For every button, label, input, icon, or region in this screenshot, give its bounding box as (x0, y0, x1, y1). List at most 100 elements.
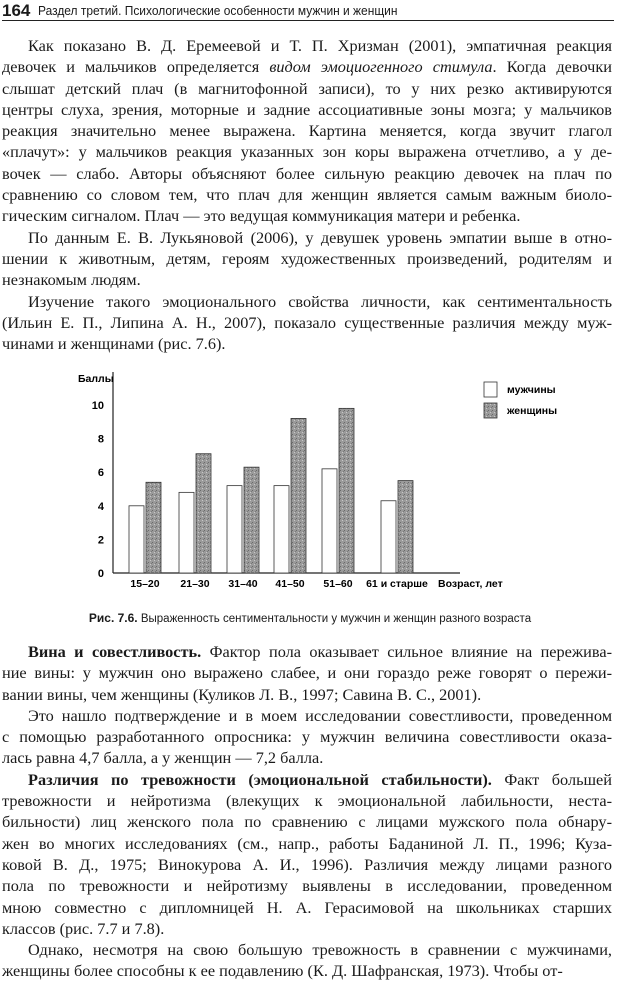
text-line: ковой В. Д., 1975; Винокурова А. И., 199… (2, 854, 612, 875)
text: центры слуха, зрения, моторные и задние … (2, 99, 612, 119)
y-tick-label: 10 (92, 400, 104, 412)
y-axis-label: Баллы (78, 373, 114, 385)
x-tick-label: 41–50 (275, 578, 304, 590)
bar-women (243, 466, 260, 574)
text: женщины более способны к ее подавлению (… (2, 961, 563, 981)
figure-caption-label: Рис. 7.6. (88, 611, 138, 625)
x-tick-label: 61 и старше (366, 578, 428, 590)
text: . Когда девочки (492, 57, 612, 77)
text-line: Изучение такого эмоционального свойства … (2, 291, 612, 312)
x-tick-label: 15–20 (130, 578, 159, 590)
x-tick-label: 51–60 (323, 578, 352, 590)
y-tick-label: 2 (98, 534, 104, 546)
x-tick-label: 31–40 (228, 578, 257, 590)
text-line: По данным Е. В. Лукьяновой (2006), у дев… (2, 227, 612, 248)
y-tick-label: 4 (98, 501, 105, 513)
text-line: Это нашло подтверждение и в моем исследо… (2, 705, 612, 726)
bar-women (397, 480, 414, 574)
text-line: жен во многих исследованиях (см., напр.,… (2, 833, 612, 854)
text: слышат детский плач (в магнитофонной зап… (2, 78, 612, 98)
text: чинами и женщинами (рис. 7.6). (2, 334, 226, 354)
bar-women (145, 481, 162, 574)
text-line: тревожности и нейротизма (влекущих к эмо… (2, 790, 612, 811)
bar-men (321, 468, 338, 574)
text: Как показано В. Д. Еремеевой и Т. П. Хри… (28, 36, 612, 55)
running-header: 164 Раздел третий. Психологические особе… (2, 0, 614, 21)
body-text-bottom: Вина и совестливость. Фактор пола оказыв… (2, 641, 612, 982)
text-line: женщины более способны к ее подавлению (… (2, 960, 612, 981)
text: Это нашло подтверждение и в моем исследо… (28, 705, 612, 725)
text: вании вины, чем женщины (Куликов Л. В., … (2, 684, 482, 704)
text: Фактор пола оказывает сильное влияние на… (201, 642, 612, 661)
text: жен во многих исследованиях (см., напр.,… (2, 833, 612, 853)
text-line: Различия по тревожности (эмоциональной с… (2, 769, 612, 790)
text-line: лась равна 4,7 балла, а у женщин — 7,2 б… (2, 747, 612, 768)
text-line: сравнению со словом тем, что плач для же… (2, 184, 612, 205)
text: гическим сигналом. Плач — это ведущая ко… (2, 206, 521, 226)
text-line: вочек — слабо. Авторы объясняют более си… (2, 163, 612, 184)
page-number: 164 (2, 1, 31, 20)
paragraph: Как показано В. Д. Еремеевой и Т. П. Хри… (2, 35, 612, 227)
text: лась равна 4,7 балла, а у женщин — 7,2 б… (2, 748, 324, 768)
legend-label: мужчины (507, 384, 556, 396)
text: (Ильин Е. П., Липина А. Н., 2007), показ… (2, 312, 612, 332)
text: Однако, несмотря на свою большую тревожн… (28, 940, 612, 960)
text-line: бильности) лиц женского пола по сравнени… (2, 811, 612, 832)
legend-swatch (483, 402, 498, 419)
figure-caption-text: Выраженность сентиментальности у мужчин … (137, 613, 532, 625)
text-line: Однако, несмотря на свою большую тревожн… (2, 939, 612, 960)
bar-men (128, 505, 145, 574)
text: Факт большей (491, 769, 612, 789)
text: вочек — слабо. Авторы объясняют более си… (2, 163, 612, 183)
text: девочек и мальчиков определяется (2, 57, 270, 77)
text: ковой В. Д., 1975; Винокурова А. И., 199… (2, 854, 612, 874)
bar-women (290, 418, 307, 574)
text-line: с помощью разработанного опросника: у му… (2, 726, 612, 747)
text-line: незнакомым людям. (2, 269, 612, 290)
bar-men (178, 491, 195, 574)
text: «плачут»: у мальчиков реакция указанных … (2, 142, 612, 162)
text-line: гическим сигналом. Плач — это ведущая ко… (2, 205, 612, 226)
figure-caption: Рис. 7.6. Выраженность сентиментальности… (0, 611, 620, 625)
text: с помощью разработанного опросника: у му… (2, 727, 612, 747)
text: шении к животным, детям, героям художест… (2, 248, 612, 268)
y-tick-label: 0 (98, 568, 104, 580)
running-header-title: Раздел третий. Психологические особеннос… (38, 3, 398, 18)
text: Изучение такого эмоционального свойства … (28, 291, 612, 311)
text-line: девочек и мальчиков определяется видом э… (2, 56, 612, 77)
text: классов (рис. 7.7 и 7.8). (2, 918, 165, 938)
text-line: «плачут»: у мальчиков реакция указанных … (2, 141, 612, 162)
text: По данным Е. В. Лукьяновой (2006), у дев… (28, 227, 612, 247)
text-line: ние вины: у мужчин оно выражено слабее, … (2, 662, 612, 683)
y-tick-label: 6 (98, 467, 104, 479)
y-tick-label: 8 (98, 434, 104, 446)
bold-text: Вина и совестливость. (28, 642, 202, 661)
text: тревожности и нейротизма (влекущих к эмо… (2, 791, 612, 811)
bar-men (226, 485, 243, 574)
text: незнакомым людям. (2, 270, 141, 290)
legend-label: женщины (506, 405, 557, 417)
bar-women (195, 453, 212, 574)
text-line: (Ильин Е. П., Липина А. Н., 2007), показ… (2, 312, 612, 333)
text-line: пола по тревожности и нейротизму выявлен… (2, 875, 612, 896)
text-line: Как показано В. Д. Еремеевой и Т. П. Хри… (2, 35, 612, 56)
paragraph: Однако, несмотря на свою большую тревожн… (2, 939, 612, 982)
paragraph: Изучение такого эмоционального свойства … (2, 291, 612, 355)
text-line: чинами и женщинами (рис. 7.6). (2, 333, 612, 354)
bar-men (273, 485, 290, 574)
paragraph: Вина и совестливость. Фактор пола оказыв… (2, 641, 612, 705)
text: реакция значительно менее выражена. Карт… (2, 121, 612, 141)
text: ние вины: у мужчин оно выражено слабее, … (2, 663, 612, 683)
bar-men (380, 500, 397, 574)
bar-women (338, 407, 355, 574)
x-axis-label: Возраст, лет (438, 578, 503, 590)
text: мною совместно с дипломницей Н. А. Герас… (2, 897, 612, 917)
text-line: мною совместно с дипломницей Н. А. Герас… (2, 897, 612, 918)
paragraph: Это нашло подтверждение и в моем исследо… (2, 705, 612, 769)
text: сравнению со словом тем, что плач для же… (2, 185, 612, 205)
italic-text: видом эмоциогенного стимула (269, 57, 493, 77)
paragraph: По данным Е. В. Лукьяновой (2006), у дев… (2, 227, 612, 291)
bold-text: Различия по тревожности (эмоциональной с… (28, 769, 492, 789)
text-line: Вина и совестливость. Фактор пола оказыв… (2, 641, 612, 662)
text-line: слышат детский плач (в магнитофонной зап… (2, 78, 612, 99)
